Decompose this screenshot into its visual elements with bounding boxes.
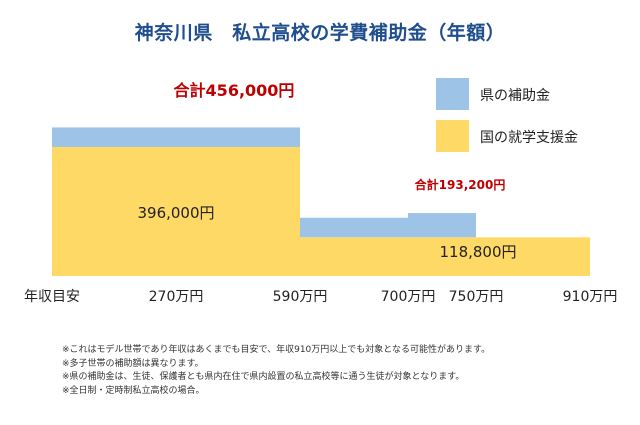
x-tick-label-1: 270万円 [149, 289, 204, 305]
x-tick-label-4: 750万円 [449, 289, 504, 305]
x-tick-label-5: 910万円 [563, 289, 618, 305]
bar-prefecture-step-1-part-1 [52, 127, 300, 147]
x-axis: 年収目安 270万円 590万円 700万円 750万円 910万円 [24, 289, 617, 305]
bar-national-step-1 [52, 147, 300, 276]
bars-group [52, 127, 590, 276]
footnote: ※これはモデル世帯であり年収はあくまでも目安で、年収910万円以上でも対象となる… [62, 345, 491, 355]
chart-title: 神奈川県 私立高校の学費補助金（年額） [134, 22, 506, 44]
bar-prefecture-step-2-part-1 [408, 213, 476, 238]
x-tick-label-2: 590万円 [273, 289, 328, 305]
footnote: ※全日制・定時制私立高校の場合。 [62, 385, 205, 396]
legend-swatch-1 [436, 78, 469, 110]
x-tick-label-3: 700万円 [381, 289, 436, 305]
total-label-2: 合計193,200円 [415, 177, 506, 192]
legend-label-1: 県の補助金 [480, 88, 550, 104]
footnote: ※多子世帯の補助額は異なります。 [62, 358, 204, 369]
bar-prefecture-step-1-part-3 [300, 217, 408, 238]
legend-swatch-2 [436, 120, 469, 152]
legend-label-2: 国の就学支援金 [480, 130, 578, 146]
segment-label-national-1: 396,000円 [137, 204, 214, 222]
footnote: ※県の補助金は、生徒、保護者とも県内在住で県内設置の私立高校等に通う生徒が対象と… [62, 372, 465, 382]
total-label-1: 合計456,000円 [174, 81, 295, 100]
bar-national-step-2 [300, 237, 590, 276]
x-axis-title: 年収目安 [24, 289, 80, 305]
footnotes: ※これはモデル世帯であり年収はあくまでも目安で、年収910万円以上でも対象となる… [62, 344, 632, 398]
segment-label-national-2: 118,800円 [439, 243, 516, 261]
